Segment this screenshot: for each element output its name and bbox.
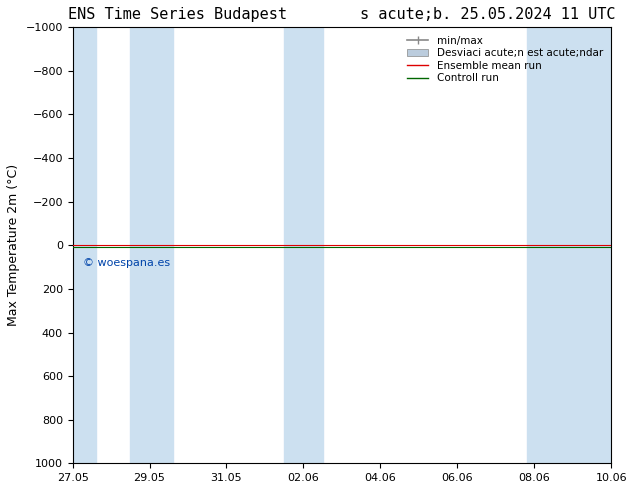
Bar bbox=[131, 27, 172, 464]
Title: ENS Time Series Budapest        s acute;b. 25.05.2024 11 UTC: ENS Time Series Budapest s acute;b. 25.0… bbox=[68, 7, 616, 22]
Bar bbox=[73, 27, 96, 464]
Bar bbox=[284, 27, 323, 464]
Y-axis label: Max Temperature 2m (°C): Max Temperature 2m (°C) bbox=[7, 164, 20, 326]
Bar bbox=[527, 27, 611, 464]
Text: © woespana.es: © woespana.es bbox=[83, 258, 171, 269]
Legend: min/max, Desviaci acute;n est acute;ndar, Ensemble mean run, Controll run: min/max, Desviaci acute;n est acute;ndar… bbox=[404, 32, 606, 87]
